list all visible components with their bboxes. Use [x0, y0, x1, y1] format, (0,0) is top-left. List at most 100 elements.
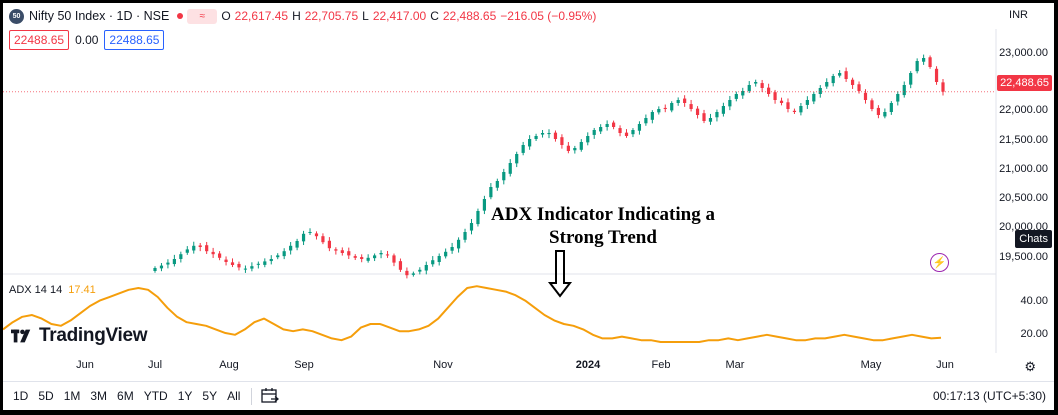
candle-body	[728, 100, 732, 107]
candle-body	[779, 100, 784, 103]
currency-label[interactable]: INR	[1009, 9, 1028, 21]
candle-body	[392, 255, 396, 263]
candle-body	[715, 112, 719, 118]
timeframe-6m[interactable]: 6M	[117, 389, 134, 403]
candle-body	[295, 241, 299, 248]
price-axis-label: 19,500.00	[999, 251, 1048, 263]
symbol-title[interactable]: Nifty 50 Index · 1D · NSE	[29, 9, 170, 23]
tradingview-logo-icon	[11, 329, 31, 343]
time-axis-label: May	[860, 359, 882, 371]
candle-body	[424, 265, 428, 271]
candle-body	[469, 223, 474, 231]
candle-body	[805, 100, 809, 105]
candle-body	[373, 255, 377, 259]
candle-body	[676, 100, 680, 103]
chats-button[interactable]: Chats	[1015, 230, 1052, 248]
candle-body	[683, 98, 687, 103]
candle-body	[747, 85, 751, 91]
low-value: 22,417.00	[372, 9, 427, 23]
candle-body	[883, 112, 887, 117]
chart-window: 50 Nifty 50 Index · 1D · NSE ≈ O 22,617.4…	[3, 3, 1054, 410]
timeframe-ytd[interactable]: YTD	[143, 389, 168, 403]
candle-body	[818, 88, 822, 94]
compare-icon[interactable]: ≈	[187, 8, 218, 24]
adx-legend[interactable]: ADX 14 14 17.41	[9, 284, 96, 296]
candle-body	[870, 100, 874, 109]
adx-line	[3, 285, 942, 343]
price-axis-label: 21,500.00	[999, 134, 1048, 146]
calendar-goto-icon[interactable]	[260, 387, 280, 405]
candle-body	[243, 268, 248, 270]
candle-body	[282, 251, 286, 257]
tradingview-wordmark: TradingView	[39, 325, 148, 346]
candle-body	[644, 118, 648, 124]
timeframe-5y[interactable]: 5Y	[202, 389, 218, 403]
chart-canvas[interactable]	[3, 3, 1054, 381]
candle-body	[540, 133, 545, 135]
candle-body	[256, 263, 260, 265]
timeframe-3m[interactable]: 3M	[90, 389, 108, 403]
timeframe-5d[interactable]: 5D	[38, 389, 54, 403]
candle-body	[166, 262, 170, 265]
candle-body	[631, 130, 635, 135]
candle-body	[825, 82, 829, 87]
candle-body	[547, 133, 551, 135]
lightning-icon[interactable]: ⚡	[930, 253, 949, 272]
clock-timezone[interactable]: 00:17:13 (UTC+5:30)	[932, 389, 1046, 403]
candle-body	[340, 250, 344, 253]
high-key: H	[292, 9, 301, 23]
candle-body	[922, 58, 926, 62]
tradingview-logo: TradingView	[11, 325, 148, 347]
candle-body	[876, 107, 881, 115]
time-axis-label: Nov	[433, 359, 453, 371]
candle-body	[553, 132, 558, 139]
candle-body	[172, 259, 176, 265]
candle-body	[179, 254, 183, 259]
candle-body	[153, 268, 157, 271]
close-key: C	[430, 9, 439, 23]
timeframe-1y[interactable]: 1Y	[177, 389, 193, 403]
candle-body	[734, 94, 738, 99]
symbol-logo-icon: 50	[9, 8, 24, 24]
open-value: 22,617.45	[234, 9, 289, 23]
sell-price-button[interactable]: 22488.65	[9, 30, 70, 50]
candle-body	[431, 260, 435, 265]
candle-body	[934, 68, 939, 82]
candle-body	[224, 259, 228, 262]
last-price-tag: 22,488.65	[997, 75, 1052, 91]
candle-body	[586, 136, 590, 143]
candle-body	[360, 257, 364, 259]
buy-price-button[interactable]: 22488.65	[104, 30, 165, 50]
candle-body	[353, 256, 357, 258]
adx-name: ADX 14 14	[9, 284, 63, 296]
adx-value: 17.41	[68, 284, 96, 296]
candle-body	[708, 118, 713, 122]
candle-body	[863, 92, 868, 100]
ohlc-values: O 22,617.45 H 22,705.75 L 22,417.00 C 22,488…	[221, 9, 596, 23]
timeframe-1d[interactable]: 1D	[13, 389, 29, 403]
time-axis-label: 2024	[575, 359, 601, 371]
settings-gear-icon[interactable]: ⚙	[1024, 359, 1036, 374]
candle-body	[528, 139, 532, 147]
candle-body	[456, 239, 461, 249]
timeframe-all[interactable]: All	[227, 389, 241, 403]
candle-body	[385, 254, 390, 256]
price-axis-label: 21,000.00	[999, 163, 1048, 175]
candle-body	[831, 76, 835, 84]
annotation-text: ADX Indicator Indicating a Strong Trend	[473, 203, 733, 249]
candle-body	[418, 269, 422, 272]
timeframe-1m[interactable]: 1M	[63, 389, 81, 403]
adx-axis-label: 40.00	[1020, 295, 1048, 307]
candle-body	[838, 73, 842, 76]
candle-body	[896, 94, 900, 102]
candle-body	[773, 92, 777, 100]
symbol-header: 50 Nifty 50 Index · 1D · NSE ≈ O 22,617.4…	[3, 3, 993, 29]
candle-body	[902, 85, 906, 96]
candle-body	[812, 94, 816, 102]
candle-body	[444, 251, 448, 257]
candle-body	[760, 83, 764, 88]
candle-body	[185, 249, 189, 253]
candle-body	[411, 273, 415, 275]
candle-body	[618, 128, 622, 133]
candle-body	[502, 172, 506, 181]
